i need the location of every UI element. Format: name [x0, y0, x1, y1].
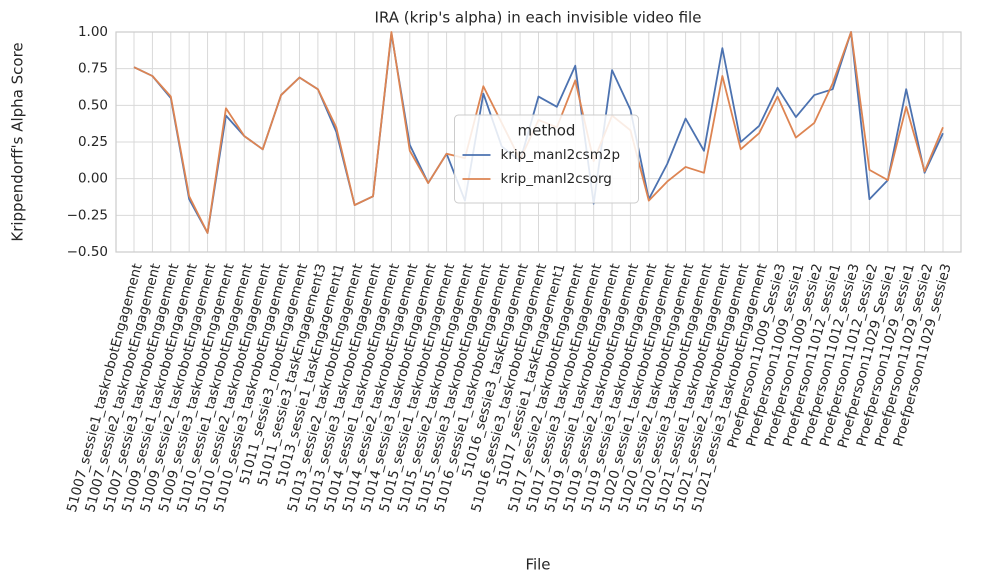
y-tick-label: 1.00 — [78, 24, 108, 40]
legend-box — [454, 114, 639, 204]
y-tick-label: −0.50 — [67, 244, 108, 260]
y-axis-label: Krippendorff's Alpha Score — [9, 42, 27, 241]
legend-label: krip_manl2csm2p — [501, 147, 621, 163]
chart-title: IRA (krip's alpha) in each invisible vid… — [375, 9, 702, 27]
legend-title: method — [518, 122, 576, 140]
x-axis-label: File — [525, 556, 550, 574]
y-tick-label: −0.25 — [67, 207, 108, 223]
y-tick-label: 0.00 — [78, 171, 108, 187]
y-tick-label: 0.75 — [78, 61, 108, 77]
legend-label: krip_manl2csorg — [501, 171, 612, 187]
y-tick-label: 0.25 — [78, 134, 108, 150]
y-tick-label: 0.50 — [78, 97, 108, 113]
plot-frame — [115, 31, 962, 253]
